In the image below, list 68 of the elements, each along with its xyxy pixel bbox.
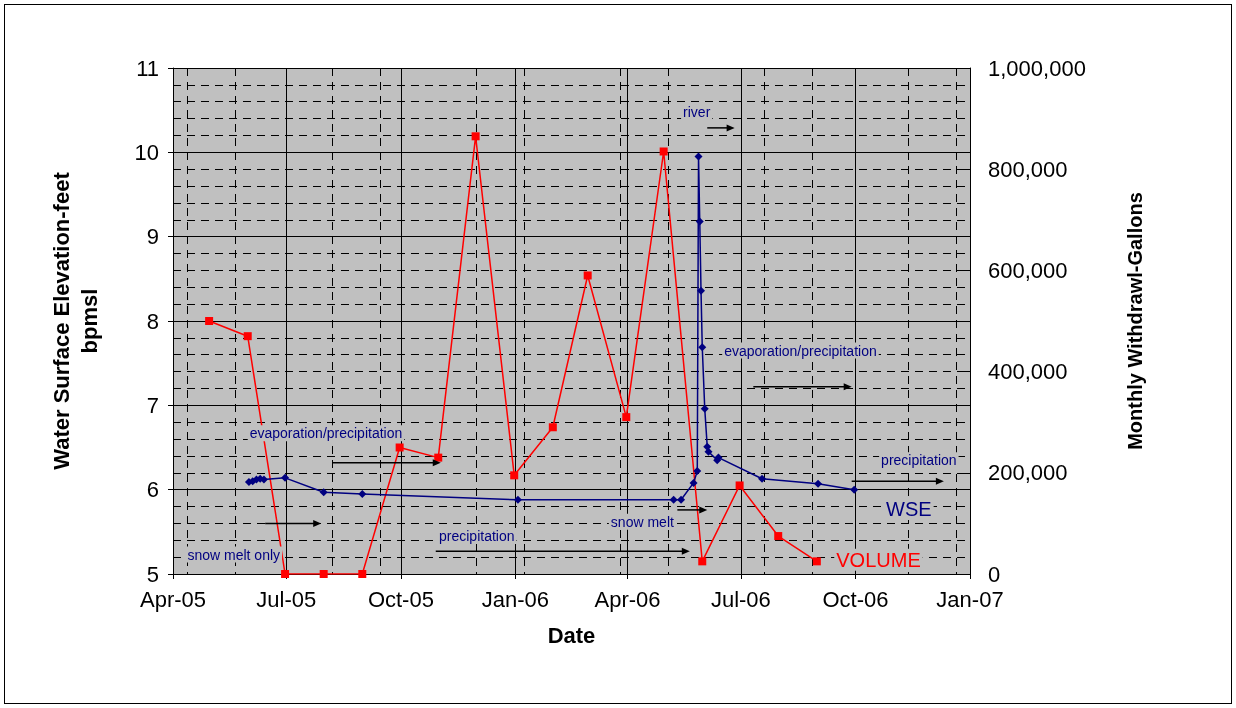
point [513, 495, 522, 504]
annotation: precipitation [881, 452, 957, 469]
annotation: evaporation/precipitation [249, 425, 403, 442]
point [434, 453, 443, 462]
point [281, 570, 290, 578]
point [698, 343, 707, 352]
y2-axis-title: Monthly Withdrawl-Gallons [1124, 192, 1146, 450]
point [689, 478, 698, 487]
point [583, 271, 592, 280]
y-tick-label: 11 [136, 55, 159, 81]
annotation: evaporation/precipitation [724, 342, 877, 359]
annotation: snow melt [610, 513, 674, 530]
x-axis-title: Date [547, 622, 596, 648]
x-tick-label: Apr-06 [594, 586, 661, 612]
x-tick-label: Jul-05 [256, 586, 317, 612]
point [659, 147, 668, 156]
point [814, 479, 823, 488]
point [700, 404, 709, 413]
point [735, 481, 744, 490]
point [697, 286, 706, 295]
point [677, 495, 686, 504]
x-tick-label: Apr-05 [139, 586, 207, 612]
point [758, 474, 767, 483]
point [548, 423, 557, 432]
annotation: snow melt only [187, 546, 281, 563]
y-tick-label: 10 [134, 139, 159, 165]
point [695, 217, 704, 226]
point [281, 473, 290, 482]
y-axis-title: Water Surface Elevation-feet bpmsl [48, 171, 102, 470]
annotation: river [683, 103, 711, 120]
x-tick-label: Oct-05 [367, 586, 434, 612]
x-tick-label: Jul-06 [710, 586, 771, 612]
x-tick-label: Jan-07 [936, 586, 1004, 612]
y2-tick-label: 400,000 [988, 359, 1068, 385]
point [850, 485, 859, 494]
point [395, 443, 404, 452]
x-tick-label: Oct-06 [822, 586, 889, 612]
point [205, 317, 214, 325]
y2-tick-label: 0 [988, 561, 1001, 587]
point [471, 132, 480, 141]
point [669, 495, 678, 504]
y-tick-label: 7 [146, 392, 159, 418]
y2-tick-label: 800,000 [988, 156, 1068, 182]
point [704, 447, 713, 456]
point [319, 488, 328, 497]
y-tick-label: 8 [146, 308, 159, 334]
series-label: WSE [886, 498, 932, 521]
y-tick-label: 9 [146, 224, 159, 250]
point [698, 557, 707, 566]
y2-tick-label: 200,000 [988, 460, 1068, 486]
y2-tick-label: 1,000,000 [988, 55, 1086, 81]
point [243, 332, 252, 341]
point [694, 152, 703, 161]
point [510, 471, 519, 480]
point [774, 532, 783, 541]
y-tick-label: 5 [146, 561, 159, 587]
y-tick-label: 6 [146, 477, 159, 503]
point [812, 557, 821, 566]
y2-tick-label: 600,000 [988, 257, 1068, 283]
point [358, 489, 367, 498]
point [358, 570, 367, 578]
series-label: VOLUME [836, 548, 921, 571]
x-tick-label: Jan-06 [481, 586, 550, 612]
point [622, 413, 631, 422]
annotation: precipitation [439, 528, 515, 545]
point [693, 467, 702, 476]
point [703, 442, 712, 451]
point [319, 570, 328, 578]
